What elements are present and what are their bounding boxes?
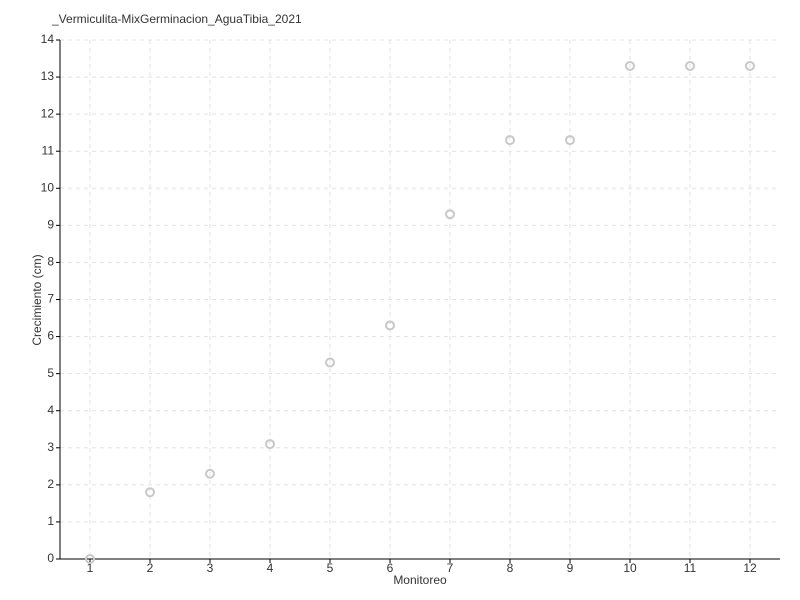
y-tick-label: 5 — [47, 366, 54, 380]
y-tick-label: 11 — [42, 143, 55, 157]
x-tick-label: 11 — [684, 561, 697, 575]
point — [625, 60, 635, 71]
x-tick-label: 9 — [567, 561, 574, 575]
y-tick-label: 12 — [41, 106, 55, 120]
y-tick-label: 0 — [47, 551, 54, 565]
y-tick-label: 13 — [41, 69, 55, 83]
point — [205, 468, 215, 479]
y-tick-label: 2 — [47, 477, 54, 491]
point — [85, 554, 95, 564]
y-tick-label: 8 — [47, 255, 54, 269]
chart-title: _Vermiculita-MixGerminacion_AguaTibia_20… — [51, 12, 302, 26]
x-tick-label: 12 — [743, 561, 757, 575]
x-tick-label: 8 — [507, 561, 514, 575]
y-tick-label: 6 — [47, 329, 54, 343]
y-tick-label: 4 — [47, 403, 54, 417]
x-tick-label: 6 — [387, 561, 394, 575]
x-tick-label: 4 — [267, 561, 274, 575]
y-tick-label: 1 — [47, 514, 54, 528]
y-axis-label: Crecimiento (cm) — [30, 254, 44, 345]
x-tick-label: 3 — [207, 561, 214, 575]
point — [445, 209, 455, 220]
y-tick-label: 7 — [47, 292, 54, 306]
x-tick-label: 7 — [447, 561, 454, 575]
y-tick-label: 10 — [41, 180, 55, 194]
y-tick-label: 14 — [41, 32, 55, 46]
point — [565, 135, 575, 146]
point — [685, 60, 695, 71]
point — [265, 439, 275, 450]
point — [385, 320, 395, 331]
x-tick-label: 2 — [147, 561, 154, 575]
x-axis-label: Monitoreo — [393, 573, 447, 587]
point — [745, 60, 755, 71]
x-tick-label: 5 — [327, 561, 334, 575]
y-tick-label: 3 — [47, 440, 54, 454]
y-tick-label: 9 — [47, 218, 54, 232]
x-tick-label: 1 — [87, 561, 94, 575]
point — [325, 357, 335, 368]
point — [145, 487, 155, 498]
point — [505, 135, 515, 146]
x-tick-label: 10 — [623, 561, 637, 575]
